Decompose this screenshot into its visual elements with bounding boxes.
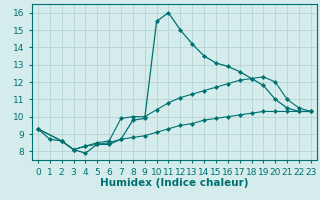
X-axis label: Humidex (Indice chaleur): Humidex (Indice chaleur): [100, 178, 249, 188]
